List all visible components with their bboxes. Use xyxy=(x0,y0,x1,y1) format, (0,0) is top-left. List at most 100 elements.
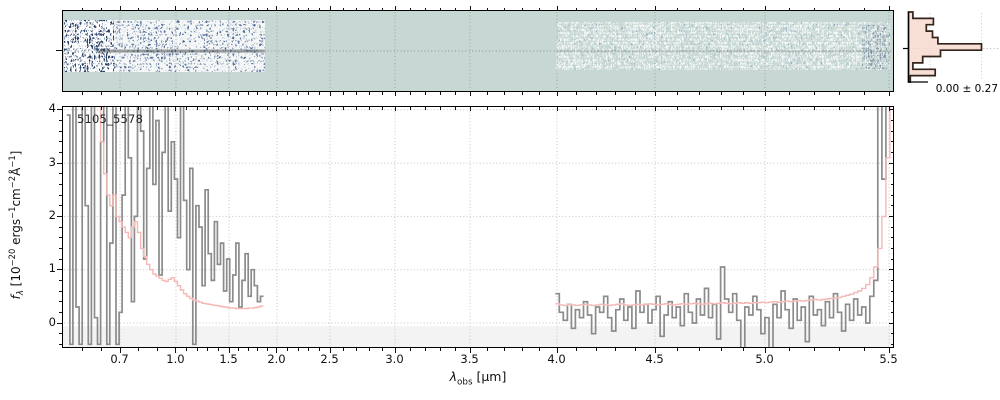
2d-top-minor-tick xyxy=(156,7,158,10)
x-minor-tick xyxy=(355,348,357,351)
x-minor-tick-top xyxy=(368,107,370,110)
x-minor-tick xyxy=(196,348,198,351)
y-minor-tick-right xyxy=(890,311,893,313)
2d-bottom-minor-tick xyxy=(521,92,523,95)
x-minor-tick xyxy=(439,348,441,351)
x-major-tick xyxy=(469,348,471,353)
noise-region-left xyxy=(64,20,265,72)
x-minor-tick-top xyxy=(595,107,597,110)
2d-top-minor-tick xyxy=(287,7,289,10)
x-minor-tick-top xyxy=(814,107,816,110)
x-minor-tick xyxy=(297,348,299,351)
x-minor-tick-top xyxy=(439,107,441,110)
2d-top-minor-tick xyxy=(308,7,310,10)
x-axis-label: λobs [μm] xyxy=(449,369,507,388)
y-major-tick-right xyxy=(889,322,893,324)
x-minor-tick-top xyxy=(742,107,744,110)
x-minor-tick-top xyxy=(355,107,357,110)
negative-flux-band xyxy=(63,326,893,347)
x-major-tick xyxy=(764,348,766,353)
2d-top-minor-tick xyxy=(355,7,357,10)
x-minor-tick-top xyxy=(454,107,456,110)
2d-bottom-minor-tick xyxy=(595,92,597,95)
x-minor-tick-top xyxy=(100,107,102,110)
x-minor-tick-top xyxy=(409,107,411,110)
x-major-tick xyxy=(888,348,890,353)
2d-bottom-minor-tick xyxy=(676,92,678,95)
x-minor-tick-top xyxy=(257,107,259,110)
2d-bottom-minor-tick xyxy=(698,92,700,95)
2d-top-minor-tick xyxy=(217,7,219,10)
x-minor-tick xyxy=(504,348,506,351)
x-major-tick xyxy=(228,348,230,353)
x-minor-tick-top xyxy=(789,107,791,110)
x-minor-tick xyxy=(698,348,700,351)
x-minor-tick xyxy=(486,348,488,351)
2d-bottom-tick xyxy=(329,92,331,96)
y-minor-tick xyxy=(59,311,62,313)
x-major-tick-top xyxy=(175,107,177,111)
y-tick-label: 0 xyxy=(48,314,56,329)
2d-bottom-minor-tick xyxy=(247,92,249,95)
x-minor-tick xyxy=(342,348,344,351)
x-major-tick-top xyxy=(276,107,278,111)
x-minor-tick-top xyxy=(308,107,310,110)
x-tick-label: 3.0 xyxy=(385,352,404,366)
x-minor-tick-top xyxy=(342,107,344,110)
2d-top-minor-tick xyxy=(207,7,209,10)
y-major-tick-right xyxy=(889,109,893,111)
y-minor-tick-right xyxy=(890,237,893,239)
2d-top-minor-tick xyxy=(100,7,102,10)
2d-top-minor-tick xyxy=(539,7,541,10)
x-major-tick-top xyxy=(654,107,656,111)
x-major-tick-top xyxy=(556,107,558,111)
y-major-tick xyxy=(57,109,62,111)
x-minor-tick xyxy=(368,348,370,351)
x-major-tick xyxy=(175,348,177,353)
x-major-tick-top xyxy=(888,107,890,111)
2d-panel-gridlines xyxy=(64,12,892,90)
y-minor-tick-right xyxy=(890,247,893,249)
2d-bottom-minor-tick xyxy=(576,92,578,95)
uncertainty-line xyxy=(555,107,891,307)
y-minor-tick xyxy=(59,151,62,153)
x-minor-tick-top xyxy=(634,107,636,110)
2d-top-minor-tick xyxy=(863,7,865,10)
2d-bottom-tick xyxy=(556,92,558,96)
2d-bottom-minor-tick xyxy=(308,92,310,95)
x-major-tick-top xyxy=(764,107,766,111)
x-minor-tick-top xyxy=(287,107,289,110)
uncertainty-line xyxy=(99,107,264,310)
y-minor-tick xyxy=(59,279,62,281)
y-minor-tick xyxy=(59,290,62,292)
x-major-tick-top xyxy=(228,107,230,111)
2d-bottom-minor-tick xyxy=(266,92,268,95)
2d-bottom-minor-tick xyxy=(454,92,456,95)
2d-top-minor-tick xyxy=(297,7,299,10)
y-major-tick xyxy=(57,269,62,271)
2d-top-tick xyxy=(394,6,396,10)
2d-bottom-minor-tick xyxy=(634,92,636,95)
2d-bottom-minor-tick xyxy=(789,92,791,95)
flux-line xyxy=(555,107,887,347)
x-minor-tick xyxy=(838,348,840,351)
y-minor-tick-right xyxy=(890,151,893,153)
y-minor-tick-right xyxy=(890,290,893,292)
2d-left-tick xyxy=(56,50,62,51)
x-minor-tick xyxy=(308,348,310,351)
2d-top-minor-tick xyxy=(789,7,791,10)
x-minor-tick-top xyxy=(539,107,541,110)
2d-bottom-minor-tick xyxy=(838,92,840,95)
2d-bottom-minor-tick xyxy=(217,92,219,95)
2d-bottom-minor-tick xyxy=(424,92,426,95)
y-minor-tick-right xyxy=(890,258,893,260)
x-major-tick xyxy=(276,348,278,353)
y-minor-tick-right xyxy=(890,119,893,121)
y-minor-tick-right xyxy=(890,226,893,228)
2d-bottom-minor-tick xyxy=(720,92,722,95)
x-minor-tick-top xyxy=(186,107,188,110)
x-minor-tick-top xyxy=(504,107,506,110)
2d-bottom-tick xyxy=(394,92,396,96)
y-minor-tick xyxy=(59,343,62,345)
2d-top-minor-tick xyxy=(576,7,578,10)
